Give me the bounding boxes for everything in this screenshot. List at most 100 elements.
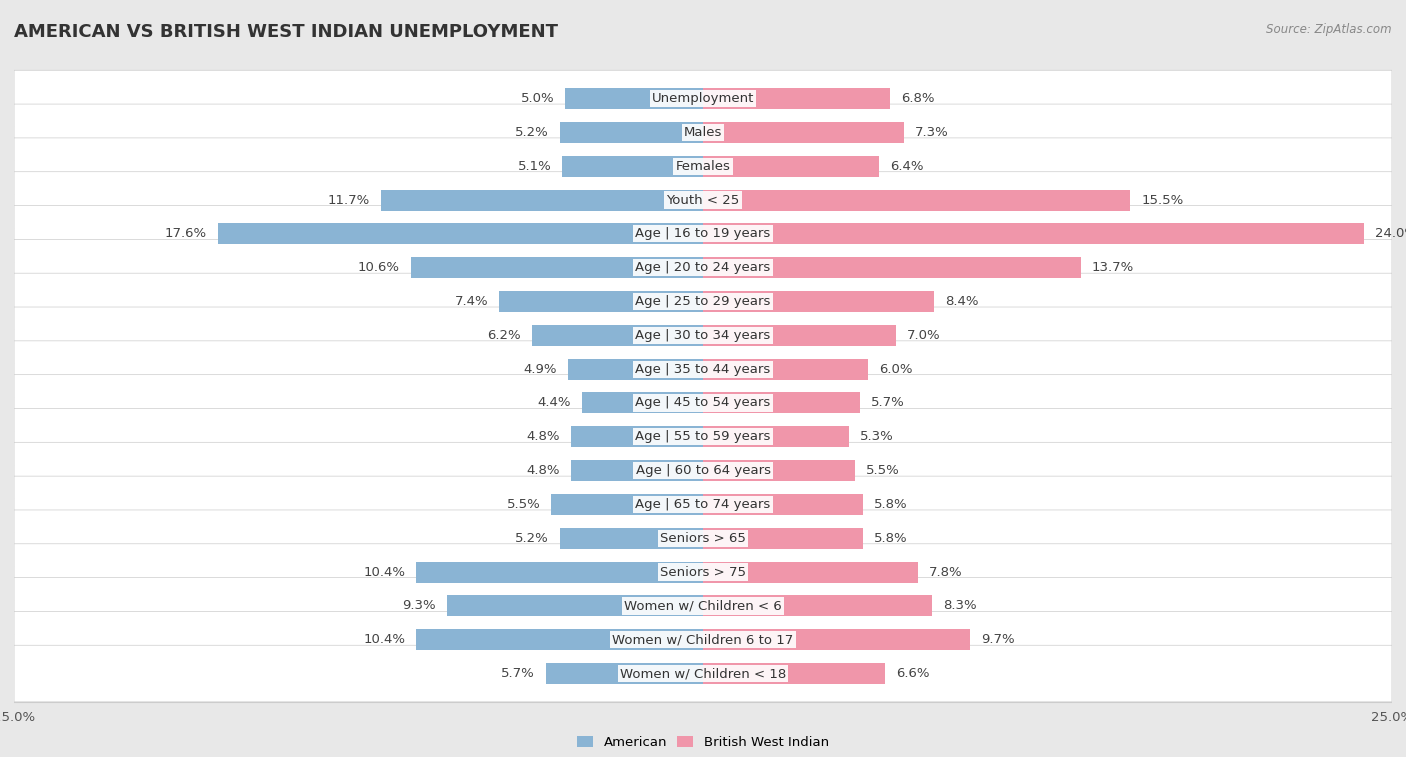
FancyBboxPatch shape — [14, 341, 1392, 397]
Bar — [416, 562, 703, 583]
FancyBboxPatch shape — [14, 612, 1392, 668]
FancyBboxPatch shape — [14, 104, 1392, 160]
Text: 5.1%: 5.1% — [517, 160, 551, 173]
Bar — [703, 596, 932, 616]
Text: Age | 45 to 54 years: Age | 45 to 54 years — [636, 397, 770, 410]
Bar — [703, 122, 904, 143]
Bar — [703, 426, 849, 447]
Bar — [703, 528, 863, 549]
Text: 7.3%: 7.3% — [915, 126, 949, 139]
Text: Youth < 25: Youth < 25 — [666, 194, 740, 207]
Text: 5.5%: 5.5% — [506, 498, 540, 511]
Text: Age | 35 to 44 years: Age | 35 to 44 years — [636, 363, 770, 375]
Text: 10.6%: 10.6% — [359, 261, 399, 274]
Bar — [703, 156, 879, 176]
FancyBboxPatch shape — [14, 239, 1392, 296]
Text: 4.8%: 4.8% — [526, 430, 560, 444]
Bar — [703, 189, 1130, 210]
Text: 5.2%: 5.2% — [515, 126, 548, 139]
Text: Source: ZipAtlas.com: Source: ZipAtlas.com — [1267, 23, 1392, 36]
Bar — [531, 325, 703, 346]
Bar — [703, 88, 890, 109]
Legend: American, British West Indian: American, British West Indian — [572, 731, 834, 755]
FancyBboxPatch shape — [14, 138, 1392, 195]
Text: 7.0%: 7.0% — [907, 329, 941, 342]
FancyBboxPatch shape — [14, 273, 1392, 330]
Bar — [416, 629, 703, 650]
Text: 5.5%: 5.5% — [866, 464, 900, 477]
Bar — [560, 122, 703, 143]
Text: 7.4%: 7.4% — [454, 295, 488, 308]
Text: Unemployment: Unemployment — [652, 92, 754, 105]
Text: Women w/ Children 6 to 17: Women w/ Children 6 to 17 — [613, 634, 793, 646]
Text: 4.4%: 4.4% — [537, 397, 571, 410]
Bar — [560, 528, 703, 549]
Text: 9.7%: 9.7% — [981, 634, 1015, 646]
Text: 10.4%: 10.4% — [363, 565, 405, 578]
FancyBboxPatch shape — [14, 476, 1392, 533]
Text: 11.7%: 11.7% — [328, 194, 370, 207]
Text: 5.2%: 5.2% — [515, 531, 548, 545]
FancyBboxPatch shape — [14, 70, 1392, 127]
Bar — [703, 562, 918, 583]
Text: Age | 16 to 19 years: Age | 16 to 19 years — [636, 227, 770, 241]
Bar — [568, 359, 703, 380]
Text: Males: Males — [683, 126, 723, 139]
Bar — [499, 291, 703, 312]
Text: Women w/ Children < 18: Women w/ Children < 18 — [620, 667, 786, 680]
Bar — [447, 596, 703, 616]
Bar — [551, 494, 703, 515]
Text: Age | 55 to 59 years: Age | 55 to 59 years — [636, 430, 770, 444]
FancyBboxPatch shape — [14, 307, 1392, 363]
Text: 4.8%: 4.8% — [526, 464, 560, 477]
Bar — [703, 359, 869, 380]
Bar — [562, 156, 703, 176]
FancyBboxPatch shape — [14, 442, 1392, 499]
Text: 5.3%: 5.3% — [860, 430, 894, 444]
Text: 15.5%: 15.5% — [1142, 194, 1184, 207]
FancyBboxPatch shape — [14, 645, 1392, 702]
Text: 5.8%: 5.8% — [875, 531, 907, 545]
Text: 5.8%: 5.8% — [875, 498, 907, 511]
Text: Seniors > 75: Seniors > 75 — [659, 565, 747, 578]
Text: 5.7%: 5.7% — [501, 667, 534, 680]
Bar — [218, 223, 703, 245]
Text: 5.7%: 5.7% — [872, 397, 905, 410]
FancyBboxPatch shape — [14, 375, 1392, 431]
Bar — [703, 223, 1364, 245]
Bar — [565, 88, 703, 109]
Bar — [703, 291, 935, 312]
Bar — [703, 392, 860, 413]
Text: 8.3%: 8.3% — [943, 600, 976, 612]
Bar — [703, 494, 863, 515]
Text: AMERICAN VS BRITISH WEST INDIAN UNEMPLOYMENT: AMERICAN VS BRITISH WEST INDIAN UNEMPLOY… — [14, 23, 558, 41]
Text: 6.8%: 6.8% — [901, 92, 935, 105]
Text: 5.0%: 5.0% — [520, 92, 554, 105]
Text: Age | 30 to 34 years: Age | 30 to 34 years — [636, 329, 770, 342]
FancyBboxPatch shape — [14, 510, 1392, 566]
Text: Age | 25 to 29 years: Age | 25 to 29 years — [636, 295, 770, 308]
FancyBboxPatch shape — [14, 409, 1392, 465]
FancyBboxPatch shape — [14, 544, 1392, 600]
Text: Seniors > 65: Seniors > 65 — [659, 531, 747, 545]
Text: Females: Females — [675, 160, 731, 173]
FancyBboxPatch shape — [14, 578, 1392, 634]
Text: Age | 20 to 24 years: Age | 20 to 24 years — [636, 261, 770, 274]
FancyBboxPatch shape — [14, 172, 1392, 229]
Bar — [571, 460, 703, 481]
Text: Women w/ Children < 6: Women w/ Children < 6 — [624, 600, 782, 612]
Bar — [703, 325, 896, 346]
FancyBboxPatch shape — [14, 206, 1392, 262]
Text: Age | 60 to 64 years: Age | 60 to 64 years — [636, 464, 770, 477]
Bar — [703, 629, 970, 650]
Text: 6.4%: 6.4% — [890, 160, 924, 173]
Bar — [703, 460, 855, 481]
Bar — [571, 426, 703, 447]
Text: 6.2%: 6.2% — [488, 329, 522, 342]
Text: 24.0%: 24.0% — [1375, 227, 1406, 241]
Bar — [703, 257, 1081, 278]
Bar — [411, 257, 703, 278]
Text: 13.7%: 13.7% — [1091, 261, 1133, 274]
Text: 4.9%: 4.9% — [523, 363, 557, 375]
Text: Age | 65 to 74 years: Age | 65 to 74 years — [636, 498, 770, 511]
